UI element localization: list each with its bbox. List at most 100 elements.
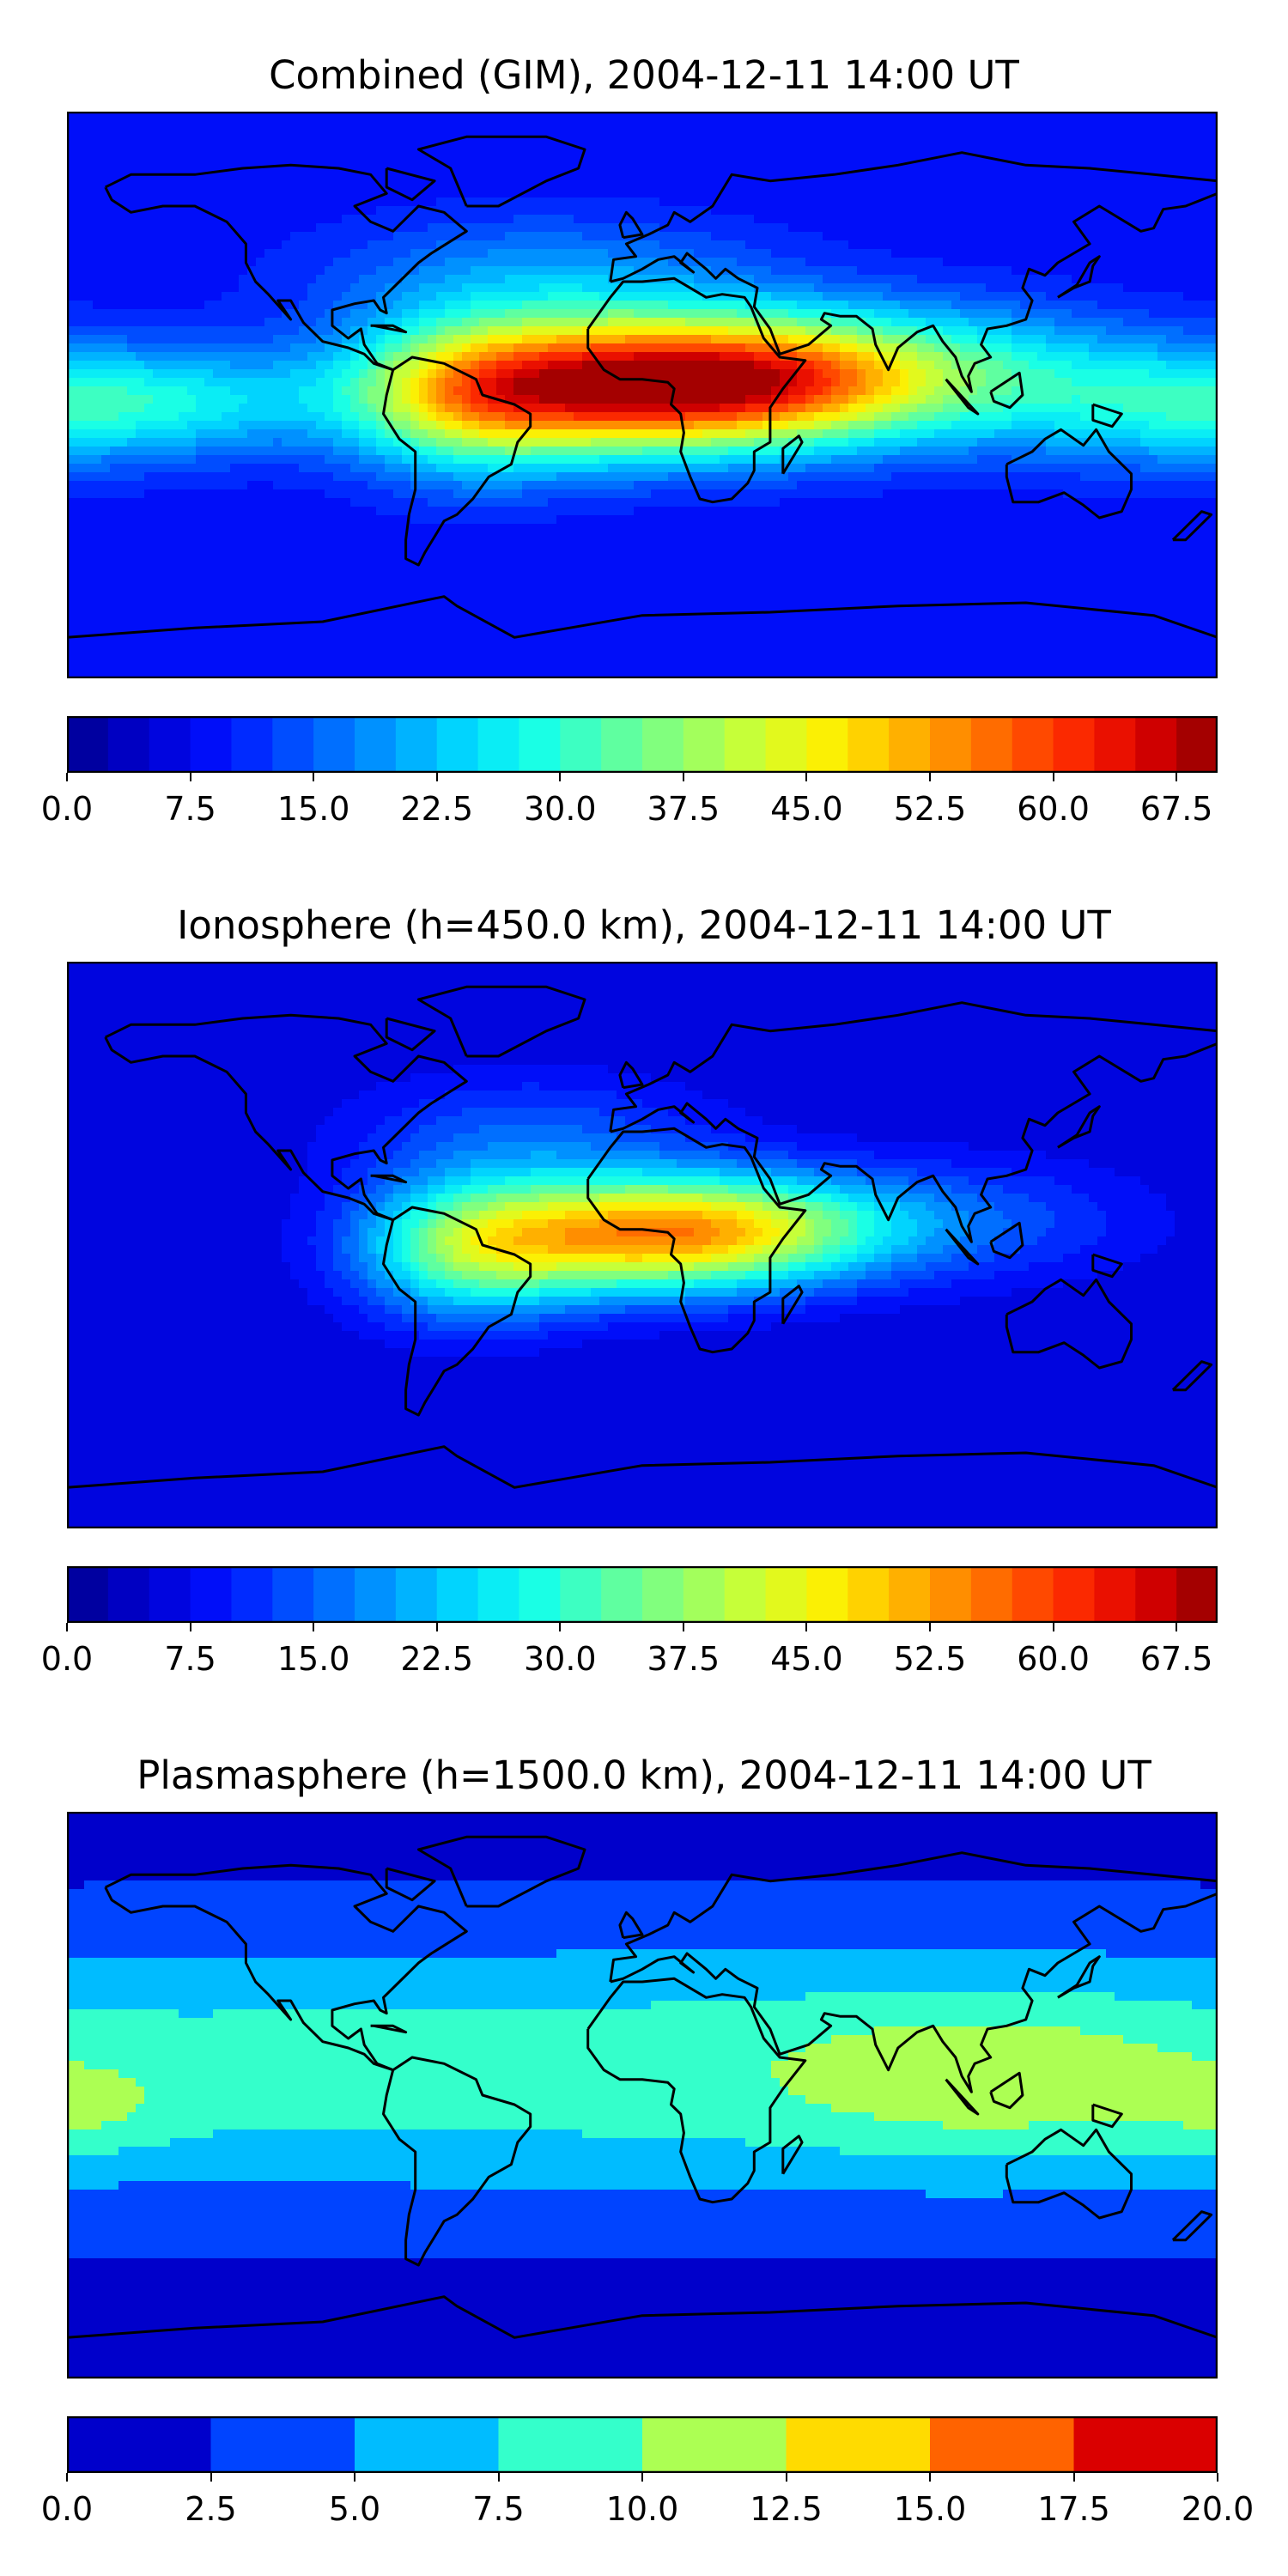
colorbar-tick-label: 60.0 (1017, 790, 1090, 828)
colorbar-tick-mark (1052, 1623, 1054, 1631)
coastline (104, 163, 468, 372)
colorbar-segment (1094, 1566, 1136, 1623)
colorbar-segment (436, 1566, 479, 1623)
coastline (609, 151, 1218, 393)
coastline (609, 1851, 1218, 2093)
colorbar-segment (395, 716, 438, 773)
colorbar-ionosphere (67, 1566, 1218, 1623)
colorbar-tick-mark (929, 1623, 931, 1631)
colorbar-tick-label: 7.5 (472, 2490, 524, 2528)
colorbar-tick-label: 52.5 (894, 790, 967, 828)
colorbar-segment (848, 716, 890, 773)
coastline (781, 434, 804, 475)
tec-map-ionosphere (67, 962, 1218, 1528)
coastline (1057, 255, 1101, 299)
tec-field (67, 112, 1218, 678)
coastline (945, 378, 980, 416)
coastline (609, 1001, 1218, 1243)
colorbar-segment (190, 716, 233, 773)
colorbar-tick-mark (189, 1623, 191, 1631)
colorbar-segment (149, 716, 191, 773)
colorbar-segment (642, 716, 684, 773)
coastline (385, 1867, 436, 1902)
coastline (1057, 1105, 1101, 1149)
colorbar-segment (498, 2416, 643, 2473)
colorbar-tick-label: 15.0 (277, 1640, 350, 1678)
colorbar-tick-label: 67.5 (1140, 790, 1213, 828)
colorbar-tick-mark (354, 2473, 355, 2482)
colorbar-segment (889, 1566, 931, 1623)
coastline (781, 1285, 804, 1325)
colorbar-tick-mark (1072, 2473, 1075, 2482)
colorbar-segment (149, 1566, 191, 1623)
colorbar-tick-label: 22.5 (400, 1640, 473, 1678)
coastline (618, 1911, 644, 1940)
colorbar-segment (436, 716, 479, 773)
coastline (989, 371, 1024, 410)
tec-map-combined (67, 112, 1218, 678)
colorbar-segment (1135, 716, 1177, 773)
coastline (382, 2056, 532, 2267)
colorbar-frame (67, 716, 1218, 773)
tec-map-plasmasphere (67, 1812, 1218, 2379)
colorbar-tick-mark (559, 773, 562, 781)
colorbar-tick-label: 15.0 (277, 790, 350, 828)
colorbar-tick-mark (435, 1623, 438, 1631)
colorbar-tick-label: 17.5 (1037, 2490, 1110, 2528)
colorbar-tick-label: 0.0 (41, 1640, 93, 1678)
colorbar-segment (724, 1566, 767, 1623)
colorbar-segment (1135, 1566, 1177, 1623)
colorbar-segment (519, 1566, 561, 1623)
colorbar-tick-label: 45.0 (770, 1640, 843, 1678)
colorbar-tick-label: 7.5 (164, 1640, 216, 1678)
coastline (945, 2078, 980, 2116)
tec-field (67, 962, 1218, 1528)
map-frame (67, 1812, 1218, 2379)
coastline (370, 2024, 408, 2034)
colorbar-segment (765, 1566, 808, 1623)
coastline (586, 276, 807, 504)
colorbar-segment (395, 1566, 438, 1623)
colorbar-tick-label: 37.5 (647, 790, 720, 828)
colorbar-segment (765, 716, 808, 773)
colorbar-segment (272, 716, 314, 773)
colorbar-segment (970, 1566, 1013, 1623)
colorbar-tick-mark (785, 2473, 787, 2482)
colorbar-segment (355, 2416, 500, 2473)
colorbar-segment (67, 1566, 109, 1623)
coastline (1091, 1253, 1123, 1279)
colorbar-segment (806, 716, 848, 773)
colorbar-segment (806, 1566, 848, 1623)
colorbar-tick-label: 52.5 (894, 1640, 967, 1678)
panel-title: Ionosphere (h=450.0 km), 2004-12-11 14:0… (0, 903, 1288, 948)
colorbar-segment (1073, 2416, 1218, 2473)
colorbar-ticks-plasmasphere: 0.0 2.5 5.0 7.5 10.0 12.5 15.0 17.5 20.0 (41, 2473, 1254, 2533)
colorbar-tick-mark (210, 2473, 212, 2482)
coastlines (67, 985, 1218, 1489)
colorbar-tick-label: 5.0 (329, 2490, 380, 2528)
colorbar-segment (930, 716, 972, 773)
colorbar-segment (601, 1566, 643, 1623)
colorbar-tick-label: 30.0 (524, 1640, 597, 1678)
colorbar-tick-mark (66, 2473, 68, 2482)
coastline (370, 1174, 408, 1184)
coastline (370, 324, 408, 334)
colorbar-frame (67, 2416, 1218, 2473)
coastline (1171, 1360, 1213, 1392)
colorbar-segment (642, 1566, 684, 1623)
colorbar-tick-mark (682, 773, 684, 781)
colorbar-segment (355, 716, 397, 773)
coastline (382, 1206, 532, 1417)
colorbar-segment (1012, 1566, 1054, 1623)
coastline (586, 1127, 807, 1354)
colorbar-segment (210, 2416, 355, 2473)
colorbar-tick-mark (66, 1623, 68, 1631)
colorbar-tick-label: 30.0 (524, 790, 597, 828)
colorbar-combined (67, 716, 1218, 773)
map-frame (67, 112, 1218, 678)
colorbar-tick-mark (929, 2473, 931, 2482)
coastline (1091, 403, 1123, 428)
colorbar-tick-label: 7.5 (164, 790, 216, 828)
colorbar-segment (642, 2416, 787, 2473)
colorbar-segment (1176, 716, 1218, 773)
